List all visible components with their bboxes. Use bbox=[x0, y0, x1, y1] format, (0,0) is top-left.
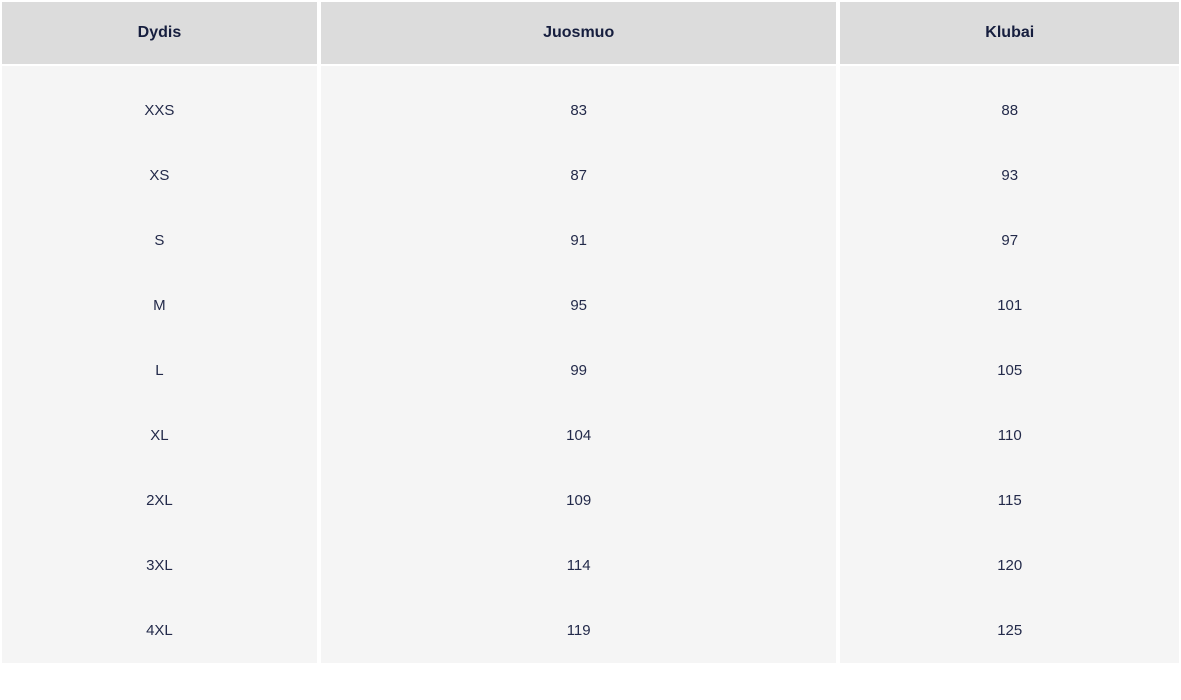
table-row: S 91 97 bbox=[0, 208, 1181, 273]
table-row: 3XL 114 120 bbox=[0, 533, 1181, 598]
table-row: 2XL 109 115 bbox=[0, 468, 1181, 533]
table-row: XL 104 110 bbox=[0, 403, 1181, 468]
cell-hips: 93 bbox=[838, 143, 1181, 208]
cell-hips: 88 bbox=[838, 66, 1181, 143]
table-row: XS 87 93 bbox=[0, 143, 1181, 208]
table-header-row: Dydis Juosmuo Klubai bbox=[0, 0, 1181, 66]
cell-size: XS bbox=[0, 143, 319, 208]
col-header-waist: Juosmuo bbox=[319, 0, 839, 66]
cell-size: L bbox=[0, 338, 319, 403]
cell-waist: 83 bbox=[319, 66, 839, 143]
cell-hips: 120 bbox=[838, 533, 1181, 598]
col-header-hips: Klubai bbox=[838, 0, 1181, 66]
cell-waist: 99 bbox=[319, 338, 839, 403]
cell-waist: 109 bbox=[319, 468, 839, 533]
cell-size: 3XL bbox=[0, 533, 319, 598]
cell-hips: 101 bbox=[838, 273, 1181, 338]
cell-size: 4XL bbox=[0, 598, 319, 663]
cell-hips: 110 bbox=[838, 403, 1181, 468]
cell-hips: 97 bbox=[838, 208, 1181, 273]
size-chart-table: Dydis Juosmuo Klubai XXS 83 88 XS 87 93 … bbox=[0, 0, 1181, 663]
table-row: L 99 105 bbox=[0, 338, 1181, 403]
cell-hips: 105 bbox=[838, 338, 1181, 403]
table-row: M 95 101 bbox=[0, 273, 1181, 338]
cell-waist: 91 bbox=[319, 208, 839, 273]
cell-hips: 115 bbox=[838, 468, 1181, 533]
cell-hips: 125 bbox=[838, 598, 1181, 663]
cell-size: M bbox=[0, 273, 319, 338]
cell-waist: 114 bbox=[319, 533, 839, 598]
cell-size: S bbox=[0, 208, 319, 273]
cell-waist: 119 bbox=[319, 598, 839, 663]
cell-size: 2XL bbox=[0, 468, 319, 533]
size-table: Dydis Juosmuo Klubai XXS 83 88 XS 87 93 … bbox=[0, 0, 1181, 663]
cell-waist: 87 bbox=[319, 143, 839, 208]
cell-size: XL bbox=[0, 403, 319, 468]
cell-waist: 95 bbox=[319, 273, 839, 338]
table-row: XXS 83 88 bbox=[0, 66, 1181, 143]
cell-size: XXS bbox=[0, 66, 319, 143]
table-row: 4XL 119 125 bbox=[0, 598, 1181, 663]
cell-waist: 104 bbox=[319, 403, 839, 468]
col-header-size: Dydis bbox=[0, 0, 319, 66]
